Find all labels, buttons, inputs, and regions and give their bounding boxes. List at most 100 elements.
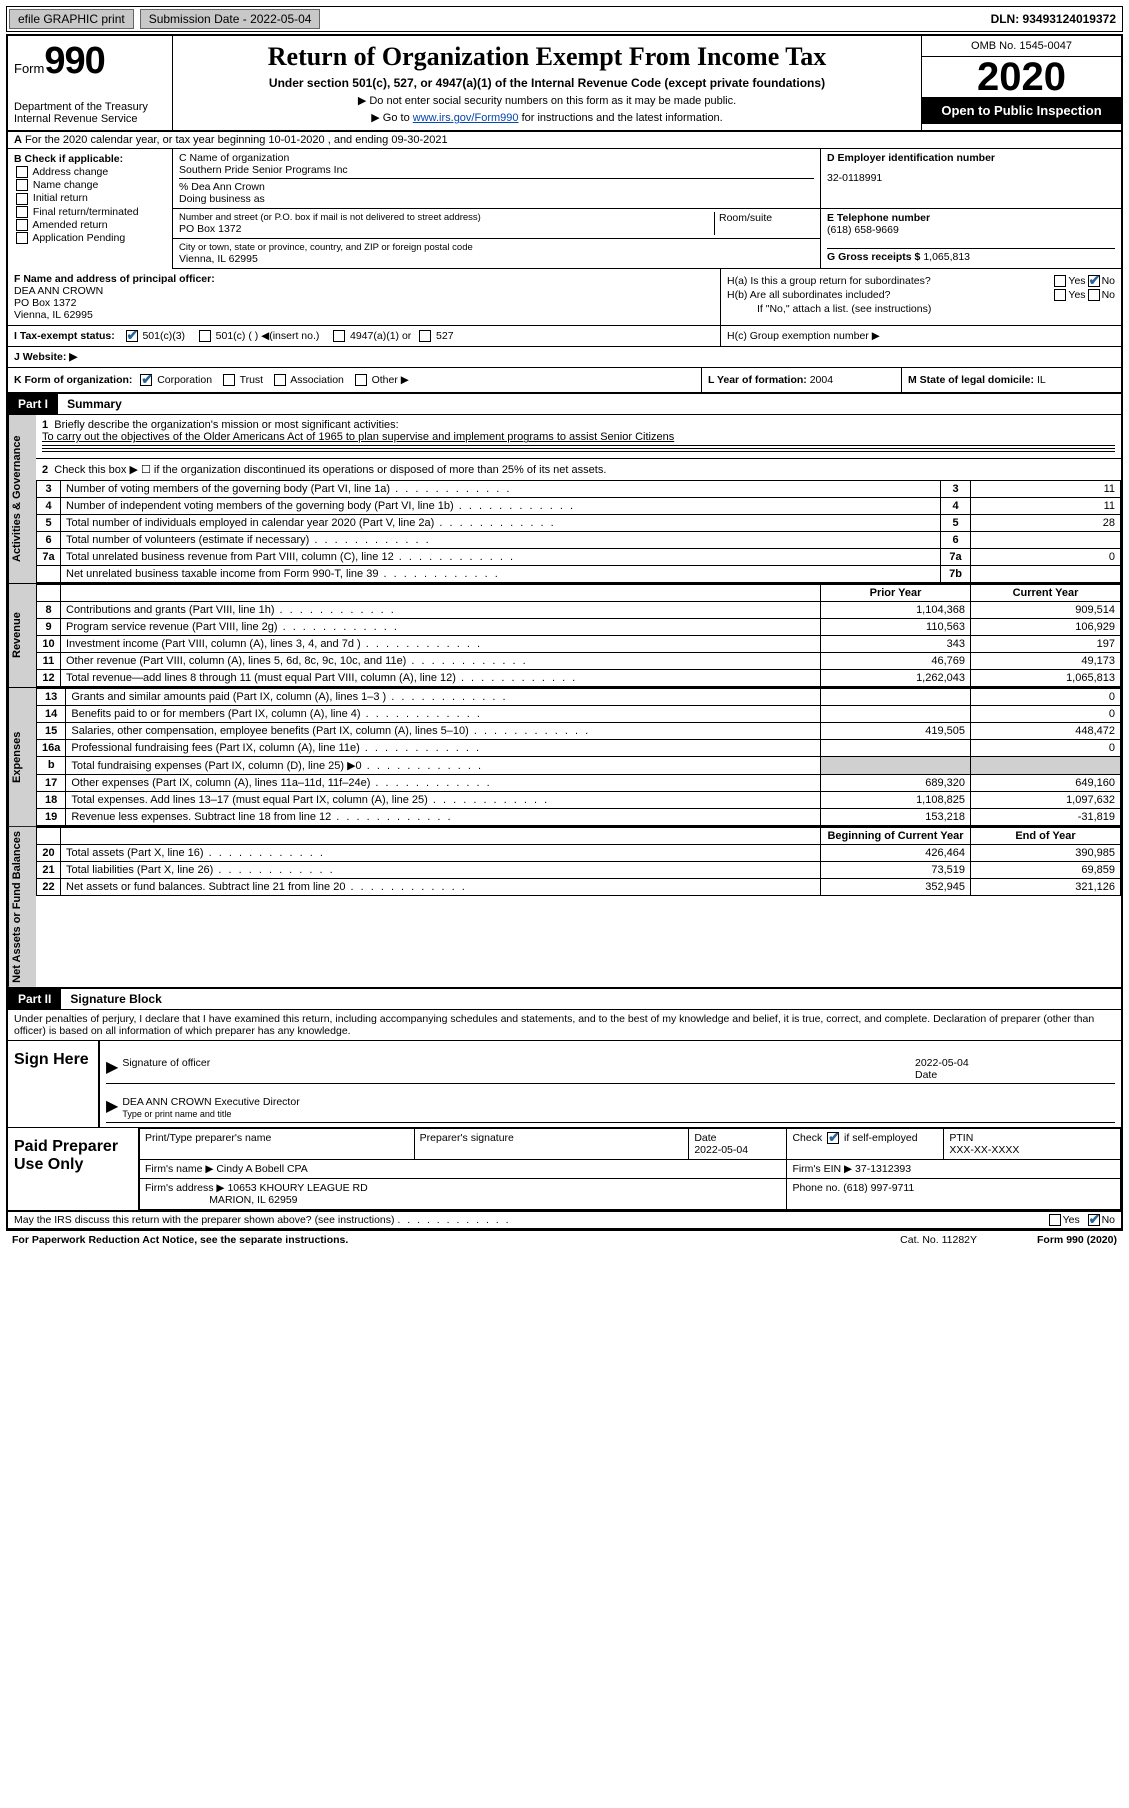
gross-label: G Gross receipts $ [827,251,920,263]
hb-yes[interactable] [1054,289,1066,301]
cb-4947[interactable] [333,330,345,342]
officer-addr2: Vienna, IL 62995 [14,309,714,321]
cb-amended[interactable] [16,219,28,231]
cb-corp[interactable] [140,374,152,386]
b-header: B Check if applicable: [14,153,166,165]
cell-current: 1,065,813 [971,670,1121,687]
l-value: 2004 [810,374,833,386]
col-cde: C Name of organization Southern Pride Se… [173,149,1121,269]
cb-initial-return[interactable] [16,193,28,205]
room-label: Room/suite [714,212,814,235]
firm-phone-label: Phone no. [792,1182,840,1194]
city-value: Vienna, IL 62995 [179,253,814,265]
cb-final-return[interactable] [16,206,28,218]
cell-current: 49,173 [971,653,1121,670]
goto-prefix: ▶ Go to [371,112,412,124]
section-expenses: Expenses 13 Grants and similar amounts p… [8,687,1121,826]
firm-addr-label: Firm's address ▶ [145,1182,225,1194]
cell-current: 197 [971,636,1121,653]
paperwork-text: For Paperwork Reduction Act Notice, see … [12,1234,348,1246]
form-title: Return of Organization Exempt From Incom… [181,42,913,72]
row-num: 9 [37,619,61,636]
cb-self-employed[interactable] [827,1132,839,1144]
cell-prior: 110,563 [821,619,971,636]
cb-assoc[interactable] [274,374,286,386]
top-toolbar: efile GRAPHIC print Submission Date - 20… [6,6,1123,32]
row-desc: Net unrelated business taxable income fr… [61,566,941,583]
row-desc: Total revenue—add lines 8 through 11 (mu… [61,670,821,687]
part2-badge: Part II [8,989,61,1009]
prep-sig-label: Preparer's signature [420,1132,514,1144]
cb-527[interactable] [419,330,431,342]
care-of: % Dea Ann Crown [179,181,814,193]
row-ref: 7b [941,566,971,583]
row-num: 7a [37,549,61,566]
revenue-table: Prior YearCurrent Year8 Contributions an… [36,584,1121,687]
row-num: 22 [37,879,61,896]
cell-prior: 1,108,825 [821,792,971,809]
cell-prior: 426,464 [821,845,971,862]
sig-date: 2022-05-04 [915,1057,969,1069]
row-desc: Program service revenue (Part VIII, line… [61,619,821,636]
irs-form990-link[interactable]: www.irs.gov/Form990 [413,112,519,124]
cb-name-change[interactable] [16,179,28,191]
row-num: 4 [37,498,61,515]
submission-date-button[interactable]: Submission Date - 2022-05-04 [140,9,321,29]
cell-prior: 343 [821,636,971,653]
block-address: Number and street (or P.O. box if mail i… [173,209,821,269]
ha-yes[interactable] [1054,275,1066,287]
ha-no[interactable] [1088,275,1100,287]
cb-trust[interactable] [223,374,235,386]
cb-other[interactable] [355,374,367,386]
cell-current: 0 [971,689,1121,706]
row-j: J Website: ▶ [8,347,1121,368]
row-num: 13 [37,689,66,706]
discuss-no[interactable] [1088,1214,1100,1226]
prep-check-label: Check [792,1132,822,1144]
cb-app-pending[interactable] [16,232,28,244]
cell-prior [821,689,971,706]
discuss-text: May the IRS discuss this return with the… [14,1214,395,1226]
dln-label: DLN: 93493124019372 [991,12,1120,26]
cat-no: Cat. No. 11282Y [900,1234,977,1246]
firm-name: Cindy A Bobell CPA [216,1163,307,1175]
signature-section: Sign Here ▶ Signature of officer 2022-05… [8,1040,1121,1128]
ein-value: 32-0118991 [827,172,1115,184]
governance-table: 3 Number of voting members of the govern… [36,480,1121,583]
penalties-text: Under penalties of perjury, I declare th… [8,1010,1121,1040]
street-value: PO Box 1372 [179,223,714,235]
row-desc: Revenue less expenses. Subtract line 18 … [66,809,821,826]
row-desc: Total assets (Part X, line 16) [61,845,821,862]
row-num: 10 [37,636,61,653]
arrow-icon-2: ▶ [106,1096,118,1120]
discuss-yes[interactable] [1049,1214,1061,1226]
row-num: 5 [37,515,61,532]
vlabel-expenses: Expenses [8,688,36,826]
row-ref: 6 [941,532,971,549]
cell-prior: 73,519 [821,862,971,879]
sign-here-label: Sign Here [8,1041,98,1127]
row-desc: Total expenses. Add lines 13–17 (must eq… [66,792,821,809]
cell-prior: 46,769 [821,653,971,670]
part1-title: Summary [61,394,128,414]
cell-current: 909,514 [971,602,1121,619]
form-number: 990 [44,40,104,82]
header-left: Form990 Department of the Treasury Inter… [8,36,173,130]
lbl-corp: Corporation [157,374,212,386]
preparer-title: Paid Preparer Use Only [8,1128,138,1210]
ha-label: H(a) Is this a group return for subordin… [727,275,1052,287]
row-klm: K Form of organization: Corporation Trus… [8,368,1121,394]
row-desc: Salaries, other compensation, employee b… [66,723,821,740]
form-container: Form990 Department of the Treasury Inter… [6,34,1123,1231]
cell-gray [971,757,1121,775]
lbl-final-return: Final return/terminated [33,206,139,218]
efile-print-button[interactable]: efile GRAPHIC print [9,9,134,29]
cb-address-change[interactable] [16,166,28,178]
hb-no[interactable] [1088,289,1100,301]
block-d-ein: D Employer identification number 32-0118… [821,149,1121,209]
prep-name-label: Print/Type preparer's name [145,1132,271,1144]
cb-501c[interactable] [199,330,211,342]
cb-501c3[interactable] [126,330,138,342]
arrow-icon: ▶ [106,1057,118,1081]
lbl-yes3: Yes [1063,1214,1080,1226]
